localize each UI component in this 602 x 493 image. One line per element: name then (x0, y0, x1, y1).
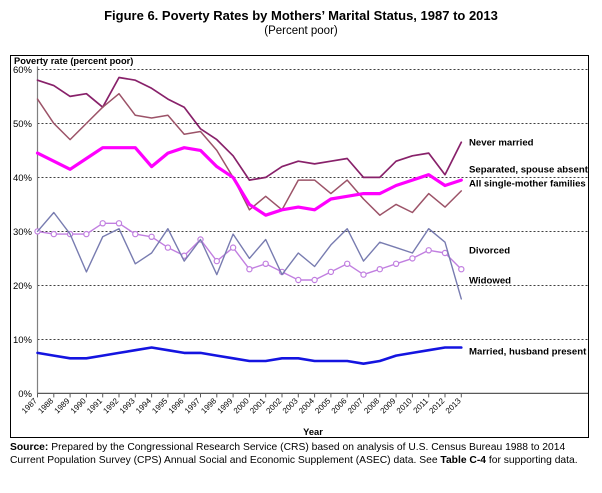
svg-text:40%: 40% (13, 173, 33, 184)
svg-text:1993: 1993 (118, 396, 137, 415)
svg-text:2008: 2008 (362, 396, 381, 415)
svg-text:2000: 2000 (232, 396, 251, 415)
svg-text:All single-mother families: All single-mother families (469, 179, 586, 190)
svg-text:1995: 1995 (150, 396, 169, 415)
svg-text:2002: 2002 (264, 396, 283, 415)
svg-text:Poverty rate (percent poor): Poverty rate (percent poor) (14, 56, 133, 66)
svg-text:50%: 50% (13, 119, 33, 130)
svg-text:Widowed: Widowed (469, 276, 511, 287)
svg-text:2013: 2013 (444, 396, 463, 415)
svg-text:1990: 1990 (69, 396, 88, 415)
svg-text:1997: 1997 (183, 396, 202, 415)
svg-text:2007: 2007 (346, 396, 365, 415)
svg-text:2009: 2009 (379, 396, 398, 415)
svg-text:1994: 1994 (134, 396, 153, 415)
svg-text:2011: 2011 (412, 396, 431, 415)
svg-text:Separated, spouse absent: Separated, spouse absent (469, 165, 589, 176)
svg-text:1996: 1996 (167, 396, 186, 415)
svg-text:1988: 1988 (36, 396, 55, 415)
svg-text:30%: 30% (13, 227, 33, 238)
svg-text:1989: 1989 (53, 396, 72, 415)
svg-text:2010: 2010 (395, 396, 414, 415)
svg-text:1999: 1999 (216, 396, 235, 415)
svg-text:Divorced: Divorced (469, 246, 510, 257)
svg-text:2001: 2001 (248, 396, 267, 415)
svg-text:Married, husband present: Married, husband present (469, 347, 587, 358)
svg-text:Year: Year (303, 427, 323, 437)
svg-text:60%: 60% (13, 65, 33, 76)
svg-text:1998: 1998 (199, 396, 218, 415)
svg-text:Never married: Never married (469, 138, 534, 149)
svg-text:2005: 2005 (313, 396, 332, 415)
svg-text:2004: 2004 (297, 396, 316, 415)
svg-text:2003: 2003 (281, 396, 300, 415)
svg-text:1992: 1992 (101, 396, 120, 415)
svg-text:10%: 10% (13, 335, 33, 346)
svg-text:1991: 1991 (85, 396, 104, 415)
svg-text:20%: 20% (13, 281, 33, 292)
svg-text:2012: 2012 (427, 396, 446, 415)
svg-text:2006: 2006 (330, 396, 349, 415)
